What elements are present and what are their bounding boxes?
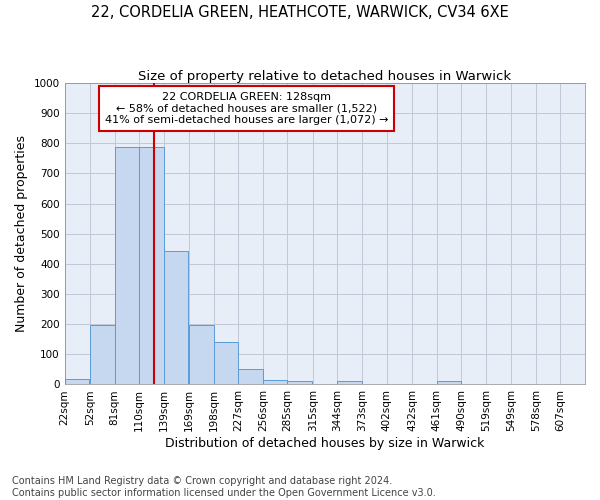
Bar bbox=[287, 382, 312, 384]
Bar bbox=[337, 382, 362, 384]
Text: 22 CORDELIA GREEN: 128sqm
← 58% of detached houses are smaller (1,522)
41% of se: 22 CORDELIA GREEN: 128sqm ← 58% of detac… bbox=[105, 92, 388, 125]
Bar bbox=[189, 326, 214, 384]
X-axis label: Distribution of detached houses by size in Warwick: Distribution of detached houses by size … bbox=[165, 437, 484, 450]
Title: Size of property relative to detached houses in Warwick: Size of property relative to detached ho… bbox=[138, 70, 511, 83]
Bar bbox=[214, 342, 238, 384]
Bar bbox=[164, 251, 188, 384]
Bar bbox=[65, 379, 89, 384]
Bar bbox=[90, 326, 115, 384]
Bar bbox=[115, 146, 139, 384]
Text: Contains HM Land Registry data © Crown copyright and database right 2024.
Contai: Contains HM Land Registry data © Crown c… bbox=[12, 476, 436, 498]
Bar bbox=[263, 380, 287, 384]
Bar bbox=[238, 370, 263, 384]
Text: 22, CORDELIA GREEN, HEATHCOTE, WARWICK, CV34 6XE: 22, CORDELIA GREEN, HEATHCOTE, WARWICK, … bbox=[91, 5, 509, 20]
Bar bbox=[437, 382, 461, 384]
Y-axis label: Number of detached properties: Number of detached properties bbox=[15, 135, 28, 332]
Bar bbox=[139, 146, 164, 384]
